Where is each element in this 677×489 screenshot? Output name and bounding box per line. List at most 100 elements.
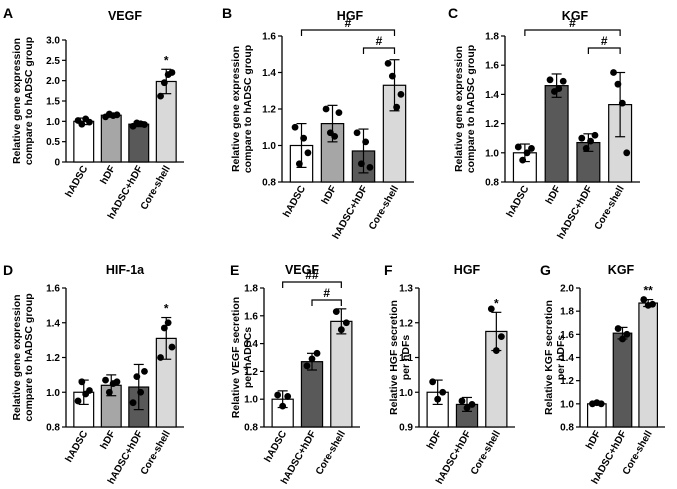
y-tick-label: 1.0 xyxy=(46,388,60,399)
y-tick-label: 2.0 xyxy=(46,76,60,87)
panel-G: G KGF Relative KGF secretion per hDFs 0.8 1.0… xyxy=(540,262,665,486)
data-point xyxy=(160,324,168,332)
y-tick-label: 1.6 xyxy=(244,311,258,322)
data-point xyxy=(113,111,121,119)
data-point xyxy=(157,92,164,100)
category-label: hADSC xyxy=(281,184,308,219)
chart-title: VEGF xyxy=(285,263,319,277)
data-point xyxy=(397,91,405,98)
data-point xyxy=(388,72,396,80)
chart-title: KGF xyxy=(562,9,589,23)
data-point xyxy=(439,388,447,396)
category-label: Core-shell xyxy=(593,184,627,232)
data-point xyxy=(362,138,370,146)
panel-E: E VEGF Relative VEGF secretion per hADSCs 0.… xyxy=(230,262,360,486)
y-axis-label: compare to hADSC group xyxy=(465,45,477,173)
y-tick-label: 1.2 xyxy=(399,318,413,329)
data-point xyxy=(157,354,164,361)
data-point xyxy=(332,308,340,316)
data-point xyxy=(614,80,622,88)
category-label: hDF xyxy=(544,184,563,206)
data-point xyxy=(284,393,292,400)
panel-label: F xyxy=(384,262,393,278)
category-label: Core-shell xyxy=(367,184,401,232)
bar-hDF xyxy=(586,403,607,428)
data-point xyxy=(129,399,137,407)
y-tick-label: 0.9 xyxy=(399,423,413,434)
data-point xyxy=(160,79,168,87)
y-axis-label: Relative VEGF secretion xyxy=(230,297,242,418)
bar-Core-shell xyxy=(638,302,659,428)
data-point xyxy=(141,121,148,128)
y-tick-label: 1.6 xyxy=(46,284,60,295)
category-label: Core-shell xyxy=(314,429,348,477)
category-label: hADSC xyxy=(64,429,91,464)
comparison-bracket xyxy=(282,281,342,288)
y-tick-label: 1.8 xyxy=(244,284,258,295)
bracket-label: ## xyxy=(305,268,319,282)
y-tick-label: 1.2 xyxy=(262,105,276,116)
data-point xyxy=(113,378,121,386)
data-point xyxy=(78,378,86,386)
panel-D: D HIF-1a Relative gene expression compare t… xyxy=(3,262,184,486)
y-tick-label: 3.0 xyxy=(46,36,60,47)
data-point xyxy=(523,149,531,157)
data-point xyxy=(393,103,401,111)
panel-label: E xyxy=(230,262,239,278)
data-point xyxy=(623,149,631,157)
data-point xyxy=(597,400,605,408)
data-point xyxy=(640,296,648,303)
data-point xyxy=(582,145,590,152)
data-point xyxy=(559,77,567,85)
data-point xyxy=(141,368,148,375)
data-point xyxy=(528,145,535,152)
y-axis-label: Relative HGF secretion xyxy=(388,300,400,415)
y-tick-label: 1.4 xyxy=(262,68,276,79)
category-label: hDF xyxy=(99,429,118,451)
y-axis-label: per hADSCs xyxy=(242,327,254,388)
data-point xyxy=(546,76,554,84)
panel-label: G xyxy=(540,262,551,278)
category-label: hADSC+hDF xyxy=(556,184,595,241)
panel-label: B xyxy=(222,5,232,21)
data-point xyxy=(279,402,287,410)
bar-Core-shell xyxy=(330,320,353,428)
y-axis-label: per hDFs xyxy=(555,335,567,381)
y-tick-label: 0.8 xyxy=(485,178,499,189)
y-axis-label: Relative gene expression xyxy=(453,46,465,172)
y-tick-label: 1.4 xyxy=(560,353,574,364)
data-point xyxy=(591,131,599,139)
data-point xyxy=(291,123,299,131)
bar-hADSC+hDF xyxy=(128,123,150,163)
bar-hADSC xyxy=(73,120,95,163)
data-point xyxy=(105,388,113,396)
data-point xyxy=(308,355,316,363)
data-point xyxy=(587,137,594,145)
panel-B: B HGF Relative gene expression compare to h… xyxy=(222,5,414,241)
bracket-label: # xyxy=(345,16,352,30)
y-tick-label: 1.6 xyxy=(262,32,276,43)
comparison-bracket xyxy=(300,29,396,36)
y-tick-label: 1.0 xyxy=(485,148,499,159)
y-tick-label: 1.4 xyxy=(46,318,60,329)
y-tick-label: 1.2 xyxy=(560,376,574,387)
data-point xyxy=(133,373,141,381)
panel-label: C xyxy=(448,5,458,21)
data-point xyxy=(168,343,176,351)
comparison-bracket xyxy=(587,47,621,54)
data-point xyxy=(168,69,176,76)
data-point xyxy=(274,391,282,399)
chart-title: HGF xyxy=(337,9,364,23)
data-point xyxy=(322,105,330,113)
bar-hADSC+hDF xyxy=(612,332,633,428)
data-point xyxy=(519,156,527,164)
y-tick-label: 1.1 xyxy=(399,353,413,364)
data-point xyxy=(304,149,312,157)
y-axis-label: compare to hADSC group xyxy=(242,45,254,173)
y-tick-label: 2.5 xyxy=(46,56,60,67)
chart-title: HIF-1a xyxy=(106,263,145,277)
data-point xyxy=(463,404,471,412)
data-point xyxy=(303,362,311,370)
data-point xyxy=(492,347,500,354)
